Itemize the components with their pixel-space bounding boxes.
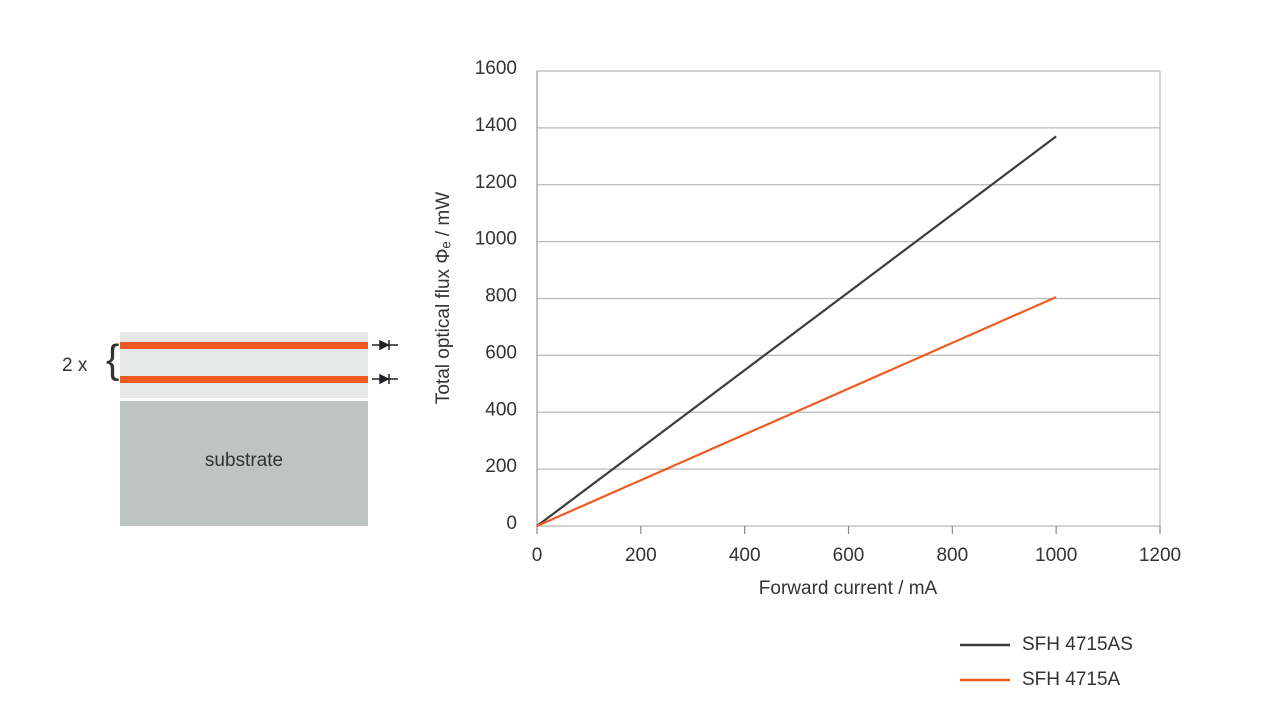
layer-diagram: { 2 x substrate — [62, 332, 398, 526]
x-axis-label: Forward current / mA — [759, 578, 938, 599]
diode-symbol — [372, 339, 398, 385]
y-axis-label: Total optical flux Φₑ / mW — [433, 192, 454, 404]
y-tick-label: 800 — [485, 286, 517, 307]
active-layer — [120, 376, 368, 383]
x-tick-label: 1200 — [1139, 545, 1181, 566]
legend-label: SFH 4715AS — [1022, 634, 1133, 655]
layer-stack — [120, 332, 368, 398]
y-tick-label: 0 — [506, 513, 517, 534]
x-tick-label: 200 — [625, 545, 657, 566]
x-tick-label: 600 — [833, 545, 865, 566]
series-line — [536, 135, 1057, 527]
substrate-label: substrate — [205, 450, 283, 471]
y-tick-label: 1200 — [475, 172, 517, 193]
series-line — [536, 296, 1057, 528]
y-tick-label: 1000 — [475, 229, 517, 250]
legend-label: SFH 4715A — [1022, 669, 1121, 690]
x-tick-label: 800 — [936, 545, 968, 566]
y-tick-label: 1600 — [475, 58, 517, 79]
x-tick-label: 1000 — [1035, 545, 1077, 566]
substrate-block — [120, 401, 368, 526]
x-tick-label: 400 — [729, 545, 761, 566]
multiplier-label: 2 x — [62, 355, 88, 376]
y-tick-label: 400 — [485, 399, 517, 420]
x-tick-label: 0 — [532, 545, 543, 566]
brace: { — [106, 338, 119, 382]
y-tick-label: 1400 — [475, 115, 517, 136]
y-tick-label: 600 — [485, 342, 517, 363]
active-layer — [120, 342, 368, 349]
y-tick-label: 200 — [485, 456, 517, 477]
